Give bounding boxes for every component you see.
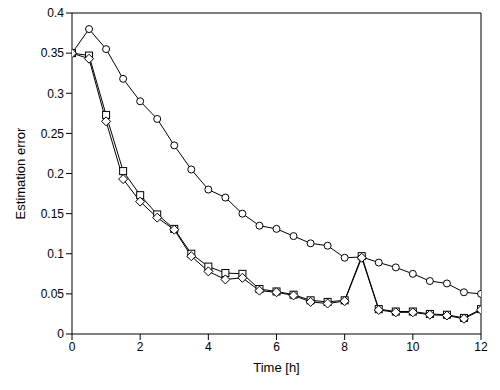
svg-text:Estimation error: Estimation error <box>13 127 28 219</box>
svg-text:4: 4 <box>205 340 212 354</box>
svg-text:2: 2 <box>137 340 144 354</box>
svg-text:0.3: 0.3 <box>47 87 64 101</box>
svg-text:8: 8 <box>341 340 348 354</box>
svg-text:0.35: 0.35 <box>41 46 65 60</box>
svg-text:6: 6 <box>273 340 280 354</box>
svg-text:10: 10 <box>406 340 420 354</box>
svg-text:12: 12 <box>474 340 488 354</box>
svg-text:0.1: 0.1 <box>47 247 64 261</box>
svg-text:0: 0 <box>69 340 76 354</box>
svg-text:0.15: 0.15 <box>41 207 65 221</box>
svg-text:0: 0 <box>57 327 64 341</box>
svg-text:0.4: 0.4 <box>47 8 64 20</box>
svg-text:Time [h]: Time [h] <box>253 360 299 375</box>
svg-text:0.25: 0.25 <box>41 127 65 141</box>
svg-text:0.05: 0.05 <box>41 287 65 301</box>
svg-text:0.2: 0.2 <box>47 167 64 181</box>
